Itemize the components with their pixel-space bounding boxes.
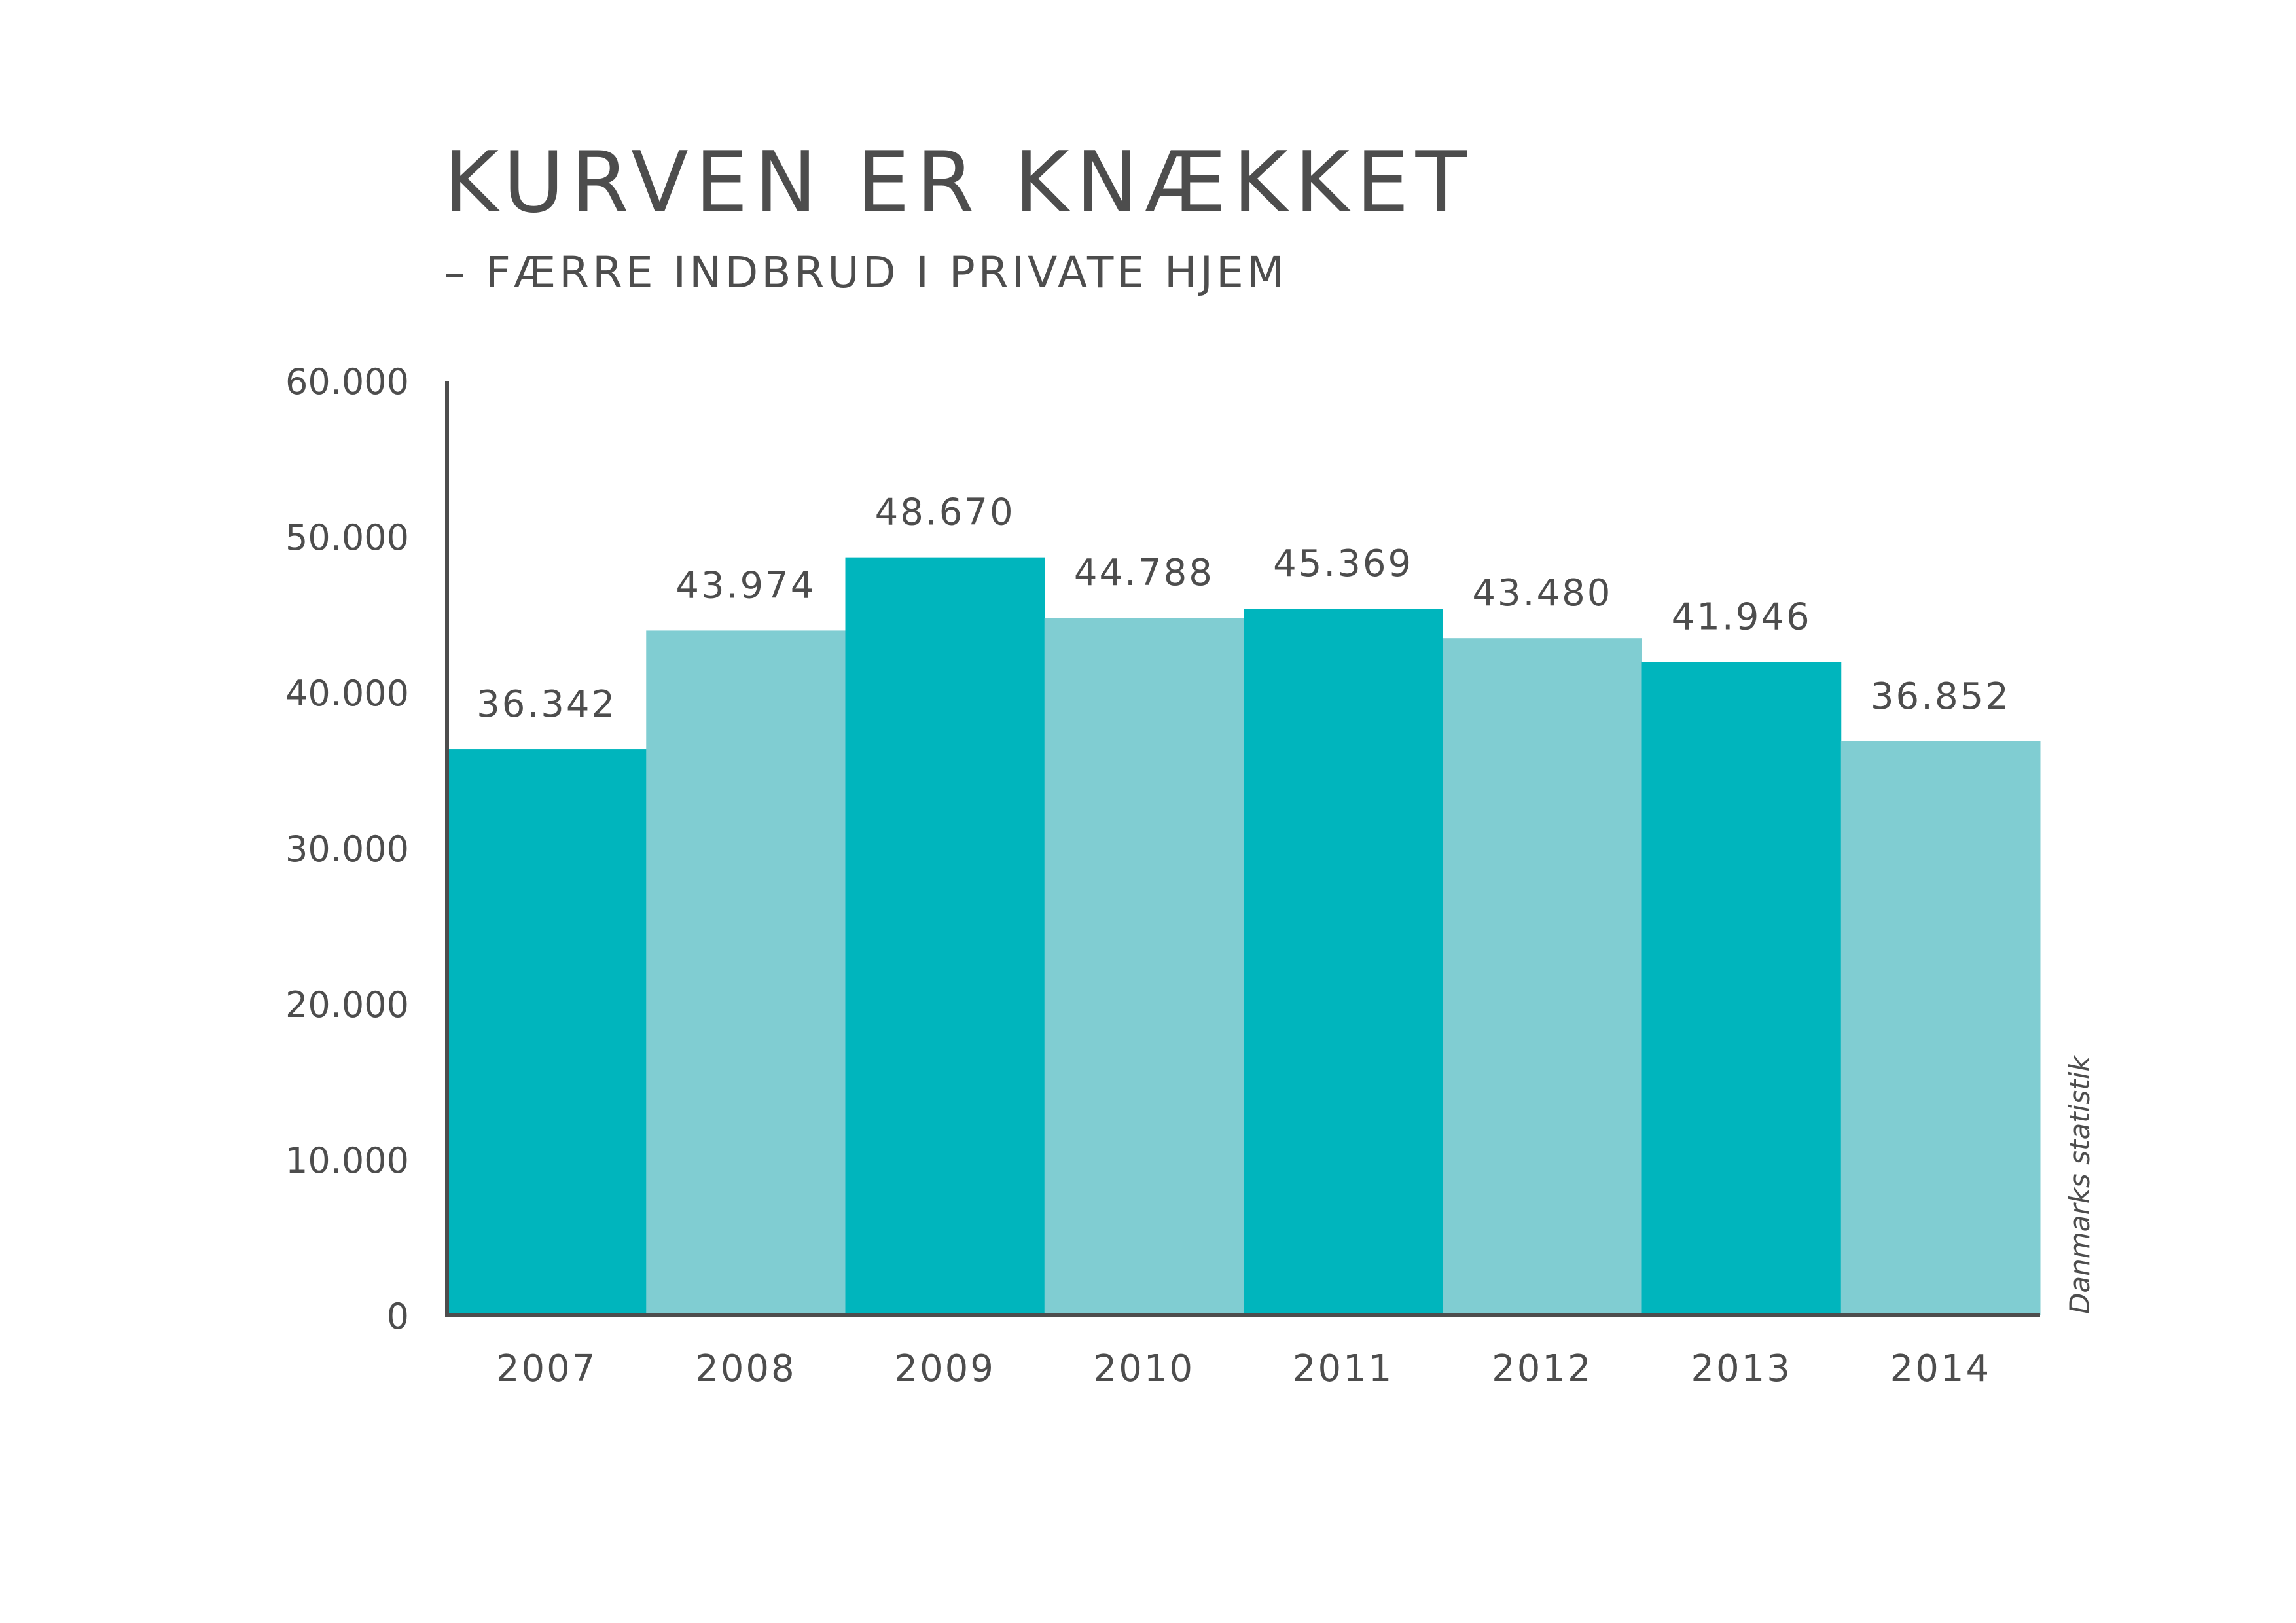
data-label-2010: 44.788 <box>1074 552 1214 594</box>
data-label-2008: 43.974 <box>675 564 816 607</box>
chart-title: KURVEN ER KNÆKKET <box>444 134 1473 232</box>
x-tick-label-2013: 2013 <box>1691 1347 1792 1390</box>
source-label: Danmarks statistik <box>2064 1055 2096 1314</box>
bar-2010 <box>1044 618 1244 1315</box>
y-tick-label-0: 0 <box>387 1296 409 1337</box>
data-label-2013: 41.946 <box>1672 596 1812 639</box>
x-tick-label-2010: 2010 <box>1094 1347 1195 1390</box>
bar-2007 <box>447 749 647 1315</box>
y-tick-label-10000: 10.000 <box>285 1140 409 1181</box>
bars-group <box>447 557 2041 1315</box>
bar-2011 <box>1244 609 1443 1315</box>
data-label-2011: 45.369 <box>1273 543 1413 585</box>
data-label-2009: 48.670 <box>875 491 1015 534</box>
x-axis-ticks: 2007 2008 2009 2010 2011 2012 2013 2014 <box>496 1347 1992 1390</box>
data-label-2014: 36.852 <box>1871 675 2011 718</box>
bar-2013 <box>1641 662 1842 1315</box>
bar-2008 <box>646 630 846 1315</box>
y-tick-label-50000: 50.000 <box>285 517 409 558</box>
x-tick-label-2014: 2014 <box>1890 1347 1992 1390</box>
y-tick-label-20000: 20.000 <box>285 984 409 1026</box>
x-tick-label-2009: 2009 <box>894 1347 996 1390</box>
bar-2014 <box>1840 741 2041 1315</box>
bar-2009 <box>845 557 1045 1315</box>
x-tick-label-2012: 2012 <box>1492 1347 1593 1390</box>
data-labels-group: 36.342 43.974 48.670 44.788 45.369 43.480 41.9… <box>476 491 2011 726</box>
data-label-2007: 36.342 <box>476 683 617 726</box>
y-tick-label-60000: 60.000 <box>285 361 409 402</box>
x-tick-label-2008: 2008 <box>695 1347 797 1390</box>
bar-2012 <box>1443 638 1642 1315</box>
y-tick-label-30000: 30.000 <box>285 829 409 870</box>
y-tick-label-40000: 40.000 <box>285 673 409 714</box>
data-label-2012: 43.480 <box>1472 572 1612 615</box>
y-axis-ticks: 0 10.000 20.000 30.000 40.000 50.000 60.000 <box>285 361 409 1337</box>
x-tick-label-2011: 2011 <box>1293 1347 1394 1390</box>
chart-subtitle: – FÆRRE INDBRUD I PRIVATE HJEM <box>444 247 1287 298</box>
x-tick-label-2007: 2007 <box>496 1347 598 1390</box>
